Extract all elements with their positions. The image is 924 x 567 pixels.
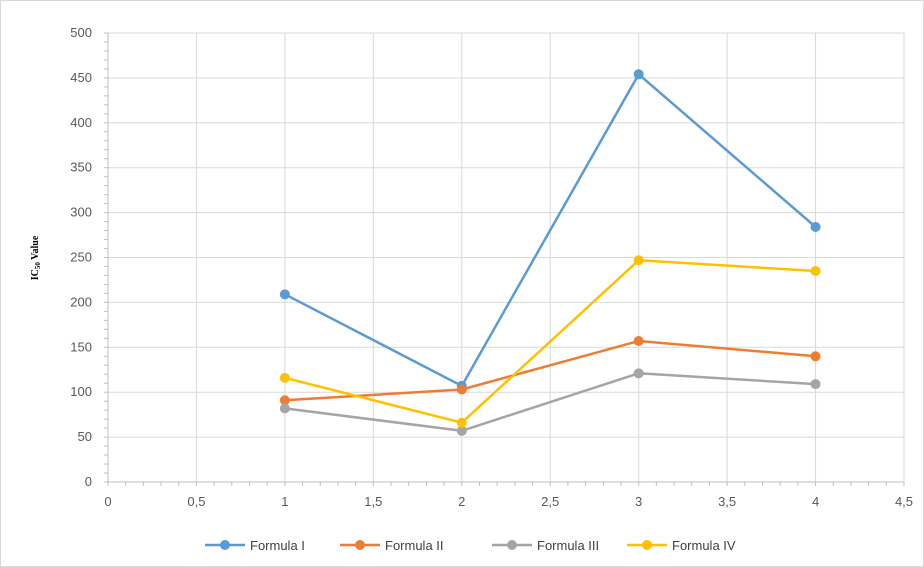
data-point — [810, 351, 821, 362]
legend-item: Formula III — [492, 538, 599, 553]
legend-swatch-marker — [642, 540, 652, 550]
series-line — [284, 339, 816, 402]
legend-item: Formula I — [205, 538, 305, 553]
y-tick-label: 200 — [70, 294, 92, 309]
data-point — [633, 69, 644, 80]
legend-label: Formula III — [537, 538, 599, 553]
legend: Formula I Formula II Formula III Formula IV — [205, 538, 736, 553]
data-point — [810, 265, 821, 276]
legend-item: Formula IV — [627, 538, 736, 553]
data-point — [456, 425, 467, 436]
data-point — [279, 395, 290, 406]
series-4 — [279, 255, 821, 428]
legend-swatch-marker — [355, 540, 365, 550]
y-tick-label: 50 — [78, 429, 92, 444]
data-point — [810, 379, 821, 390]
data-point — [633, 255, 644, 266]
data-point — [456, 417, 467, 428]
y-tick-label: 250 — [70, 250, 92, 265]
series-2 — [279, 336, 821, 406]
x-tick-labels: 0 0,5 1 1,5 2 2,5 3 3,5 4 4,5 — [104, 494, 913, 509]
series-line — [284, 372, 816, 433]
y-axis-label: IC50 Value — [30, 235, 42, 280]
series-group — [279, 69, 821, 436]
y-tick-label: 100 — [70, 384, 92, 399]
y-tick-label: 450 — [70, 70, 92, 85]
data-point — [279, 372, 290, 383]
gridlines — [108, 32, 905, 482]
y-tick-label: 350 — [70, 160, 92, 175]
data-point — [279, 403, 290, 414]
data-point — [633, 368, 644, 379]
data-point — [456, 384, 467, 395]
x-tick-label: 3 — [635, 494, 642, 509]
y-axis-label-subscript: 50 — [34, 262, 42, 270]
legend-swatch-marker — [507, 540, 517, 550]
x-tick-label: 3,5 — [718, 494, 736, 509]
series-line — [284, 258, 816, 424]
y-tick-label: 500 — [70, 25, 92, 40]
axes — [104, 32, 905, 486]
legend-swatch-marker — [220, 540, 230, 550]
y-tick-label: 150 — [70, 339, 92, 354]
y-tick-label: 400 — [70, 115, 92, 130]
data-point — [810, 221, 821, 232]
x-tick-label: 4,5 — [895, 494, 913, 509]
y-axis-label-rest: Value — [30, 235, 41, 262]
x-tick-label: 2,5 — [541, 494, 559, 509]
y-tick-label: 0 — [85, 474, 92, 489]
x-tick-label: 0,5 — [187, 494, 205, 509]
series-line — [284, 73, 817, 388]
legend-label: Formula II — [385, 538, 444, 553]
x-tick-label: 1,5 — [364, 494, 382, 509]
series-3 — [279, 368, 821, 436]
x-tick-label: 0 — [104, 494, 111, 509]
y-tick-label: 300 — [70, 205, 92, 220]
legend-item: Formula II — [340, 538, 444, 553]
y-axis-label-main: IC — [30, 269, 41, 280]
data-point — [279, 289, 290, 300]
x-tick-label: 4 — [812, 494, 819, 509]
x-tick-label: 1 — [281, 494, 288, 509]
data-point — [633, 336, 644, 347]
legend-label: Formula IV — [672, 538, 736, 553]
y-tick-labels: 0 50 100 150 200 250 300 350 400 450 500 — [70, 25, 92, 489]
legend-label: Formula I — [250, 538, 305, 553]
x-tick-label: 2 — [458, 494, 465, 509]
